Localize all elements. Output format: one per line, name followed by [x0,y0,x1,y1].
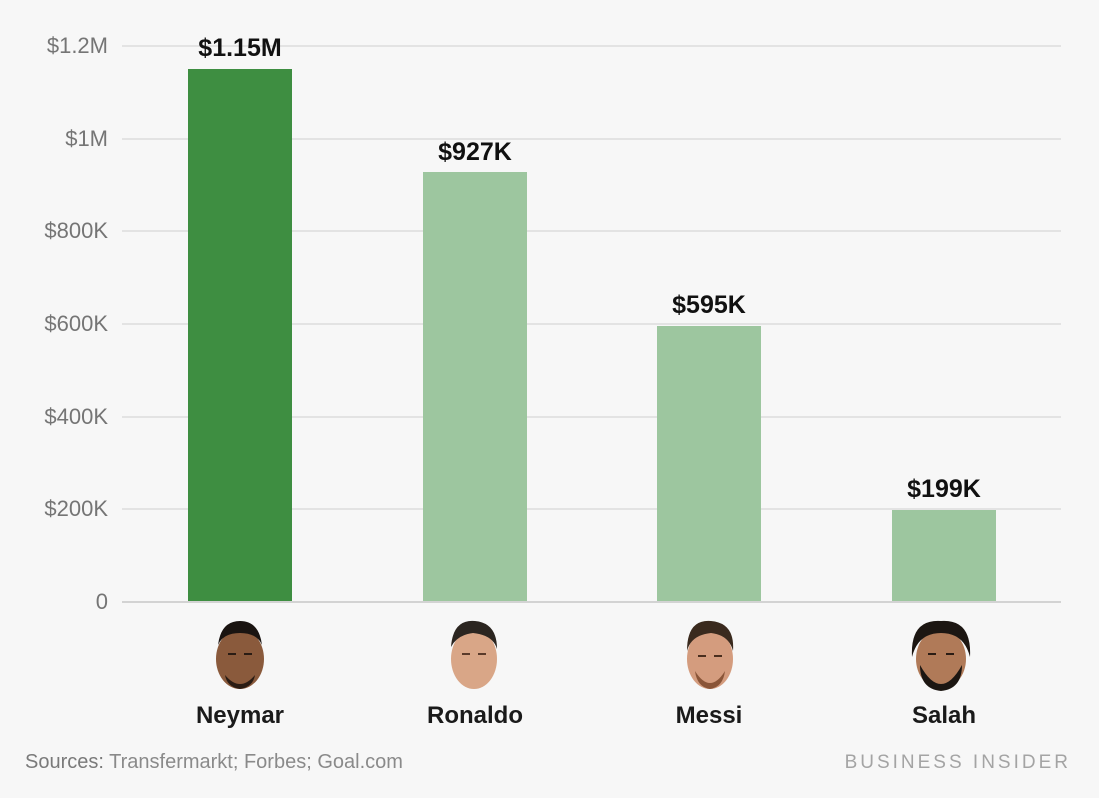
bar-ronaldo [423,172,527,602]
category-label-neymar: Neymar [195,702,285,729]
gridline-200k [122,508,1061,510]
gridline-600k [122,323,1061,325]
gridline-800k [122,230,1061,232]
y-tick-label: $600K [44,311,108,336]
x-axis-baseline [122,601,1061,603]
bar-neymar [188,69,292,602]
value-label-neymar: $1.15M [198,34,282,62]
brand-logo: BUSINESS INSIDER [844,752,1071,773]
bar-salah [892,510,996,602]
sources-note: Sources: Transfermarkt; Forbes; Goal.com [25,750,403,774]
gridline-1.2m [122,45,1061,47]
y-tick-label: $1M [65,126,108,151]
sources-label: Sources: [25,751,104,773]
value-label-salah: $199K [907,475,981,503]
y-tick-label: $800K [44,218,108,243]
value-label-messi: $595K [672,291,746,319]
y-tick-label: $400K [44,404,108,429]
category-label-ronaldo: Ronaldo [427,702,523,729]
neymar-face-icon [216,621,264,689]
sources-text: Transfermarkt; Forbes; Goal.com [103,751,403,773]
salah-face-icon [911,620,971,691]
ronaldo-face-icon [451,620,497,689]
gridline-1m [122,138,1061,140]
bar-messi [657,326,761,602]
category-label-messi: Messi [675,702,743,729]
y-tick-label: 0 [95,589,108,614]
y-tick-label: $200K [44,496,108,521]
category-label-salah: Salah [911,702,977,729]
messi-face-icon [687,620,734,689]
value-label-ronaldo: $927K [438,138,512,166]
y-tick-label: $1.2M [46,33,108,58]
gridline-400k [122,416,1061,418]
